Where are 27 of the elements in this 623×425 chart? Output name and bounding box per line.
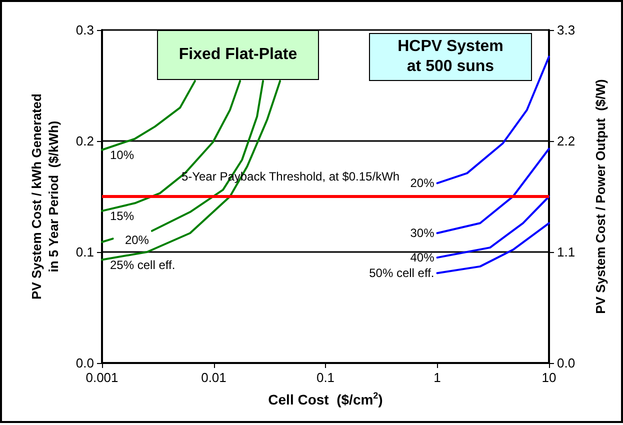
- label-box: HCPV System at 500 suns: [369, 33, 532, 81]
- series-label: 20%: [124, 232, 150, 247]
- y2-axis-title: PV System Cost / Power Output ($/W): [593, 79, 608, 314]
- y-tick-label: 0.0: [76, 356, 94, 370]
- series-label: 25% cell eff.: [110, 258, 176, 272]
- series-label: 30%: [410, 226, 435, 240]
- series-label: 10%: [110, 148, 134, 162]
- y-tick-label: 0.1: [76, 244, 94, 260]
- series-label: 15%: [110, 208, 134, 223]
- label-box: Fixed Flat-Plate: [157, 30, 319, 80]
- x-tick-label: 10: [542, 370, 556, 385]
- series-label: 40%: [410, 250, 435, 265]
- x-tick-label: 0.001: [86, 370, 118, 385]
- series-label: 50% cell eff.: [369, 266, 434, 280]
- annotation: HCPV System at 500 suns: [398, 37, 504, 77]
- series-label: 20%: [410, 176, 435, 190]
- y2-tick-label: 2.2: [557, 134, 576, 148]
- x-tick-label: 0.1: [316, 370, 335, 385]
- annotation: Fixed Flat-Plate: [178, 45, 298, 65]
- y2-tick-label: 3.3: [557, 22, 576, 38]
- x-tick-label: 1: [434, 370, 441, 385]
- y2-tick-label: 0.0: [557, 356, 576, 370]
- y-axis-title: PV System Cost / kWh Generated in 5 Year Period ($/kWh): [29, 94, 61, 300]
- y-tick-label: 0.3: [76, 22, 94, 38]
- x-tick-label: 0.01: [201, 370, 226, 385]
- y2-tick-label: 1.1: [557, 244, 576, 260]
- y-tick-label: 0.2: [76, 134, 94, 148]
